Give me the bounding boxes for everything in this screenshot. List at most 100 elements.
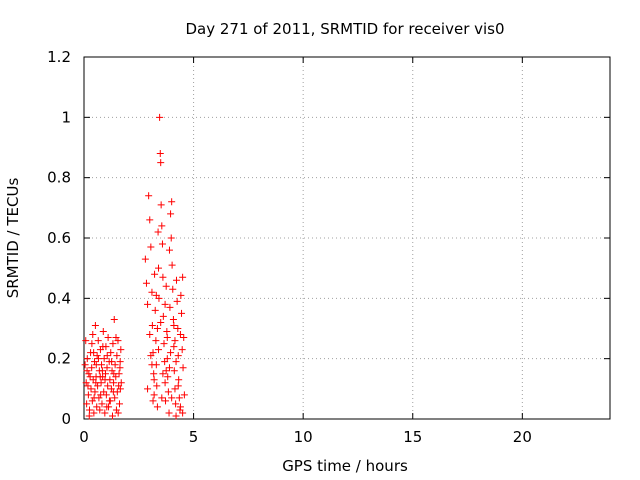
data-point xyxy=(164,388,172,396)
data-point xyxy=(155,264,163,272)
data-point xyxy=(112,406,120,414)
data-point xyxy=(101,370,109,378)
data-point xyxy=(178,309,186,317)
data-point xyxy=(147,243,155,251)
data-point xyxy=(146,331,154,339)
data-point xyxy=(151,270,159,278)
x-axis-title: GPS time / hours xyxy=(282,457,408,475)
x-tick-label: 15 xyxy=(403,428,422,446)
data-point xyxy=(161,300,169,308)
data-point xyxy=(85,406,93,414)
data-point xyxy=(153,382,161,390)
data-point xyxy=(171,385,179,393)
data-point xyxy=(157,318,165,326)
data-point xyxy=(91,321,99,329)
data-point xyxy=(113,352,121,360)
y-tick-label: 0.8 xyxy=(47,169,71,187)
data-point xyxy=(162,282,170,290)
data-point xyxy=(154,228,162,236)
data-point xyxy=(97,391,105,399)
data-point xyxy=(109,388,117,396)
data-point xyxy=(153,325,161,332)
data-point xyxy=(99,328,107,336)
data-point xyxy=(156,150,164,158)
y-tick-label: 1 xyxy=(61,108,71,126)
data-point xyxy=(111,394,119,402)
data-point xyxy=(152,291,160,299)
data-point xyxy=(149,397,157,405)
data-point xyxy=(96,406,104,414)
data-point xyxy=(147,352,155,360)
data-point xyxy=(84,391,92,399)
data-point xyxy=(117,346,125,354)
x-tick-label: 5 xyxy=(189,428,199,446)
data-point xyxy=(146,216,154,224)
data-point xyxy=(90,409,98,417)
data-point xyxy=(174,325,182,332)
data-point xyxy=(155,346,163,354)
data-point xyxy=(172,358,180,366)
data-point xyxy=(87,385,95,393)
data-point xyxy=(175,376,183,384)
data-point xyxy=(168,394,176,402)
data-point xyxy=(83,367,91,375)
data-point xyxy=(82,379,90,387)
data-point xyxy=(104,334,112,342)
data-point xyxy=(180,334,188,342)
data-point xyxy=(108,412,116,420)
data-point xyxy=(90,394,98,402)
data-point xyxy=(165,409,173,417)
y-tick-label: 0.2 xyxy=(47,350,71,368)
data-point xyxy=(169,285,177,293)
data-point xyxy=(116,358,124,366)
data-point xyxy=(89,331,97,339)
data-point xyxy=(178,346,186,354)
data-point xyxy=(94,337,102,345)
data-point xyxy=(176,331,184,339)
data-point xyxy=(151,306,159,314)
data-point xyxy=(179,409,187,417)
data-point xyxy=(103,403,111,411)
data-point xyxy=(168,198,176,206)
data-point xyxy=(91,388,99,396)
data-point xyxy=(171,337,179,345)
data-point xyxy=(91,358,99,366)
data-point xyxy=(165,364,173,372)
data-point xyxy=(167,234,175,242)
data-point xyxy=(174,352,182,360)
data-point xyxy=(162,367,170,375)
data-point xyxy=(177,291,185,299)
y-axis-title: SRMTID / TECUs xyxy=(4,178,22,299)
grid-lines xyxy=(84,57,610,419)
data-point xyxy=(159,273,167,281)
y-tick-label: 0.4 xyxy=(47,289,71,307)
data-point xyxy=(92,379,100,387)
data-point xyxy=(158,394,166,402)
data-point xyxy=(85,370,93,378)
data-point xyxy=(172,400,180,408)
data-point xyxy=(168,261,176,269)
data-point xyxy=(93,403,101,411)
data-point xyxy=(90,349,98,357)
data-point xyxy=(150,370,158,378)
y-tick-label: 0 xyxy=(61,410,71,428)
data-point xyxy=(172,276,180,284)
data-point xyxy=(172,412,180,420)
data-point xyxy=(85,412,93,420)
data-point xyxy=(94,355,102,363)
data-point xyxy=(142,279,150,287)
data-points xyxy=(81,113,188,420)
data-point xyxy=(153,403,161,411)
data-point xyxy=(109,340,117,348)
data-point xyxy=(165,246,173,254)
data-point xyxy=(96,373,104,381)
data-point xyxy=(174,382,182,390)
data-point xyxy=(163,334,171,342)
data-point xyxy=(110,370,118,378)
data-point xyxy=(150,391,158,399)
data-point xyxy=(99,343,107,351)
data-point xyxy=(161,379,169,387)
data-point xyxy=(163,328,171,336)
data-point xyxy=(158,240,166,248)
y-tick-label: 1.2 xyxy=(47,48,71,66)
